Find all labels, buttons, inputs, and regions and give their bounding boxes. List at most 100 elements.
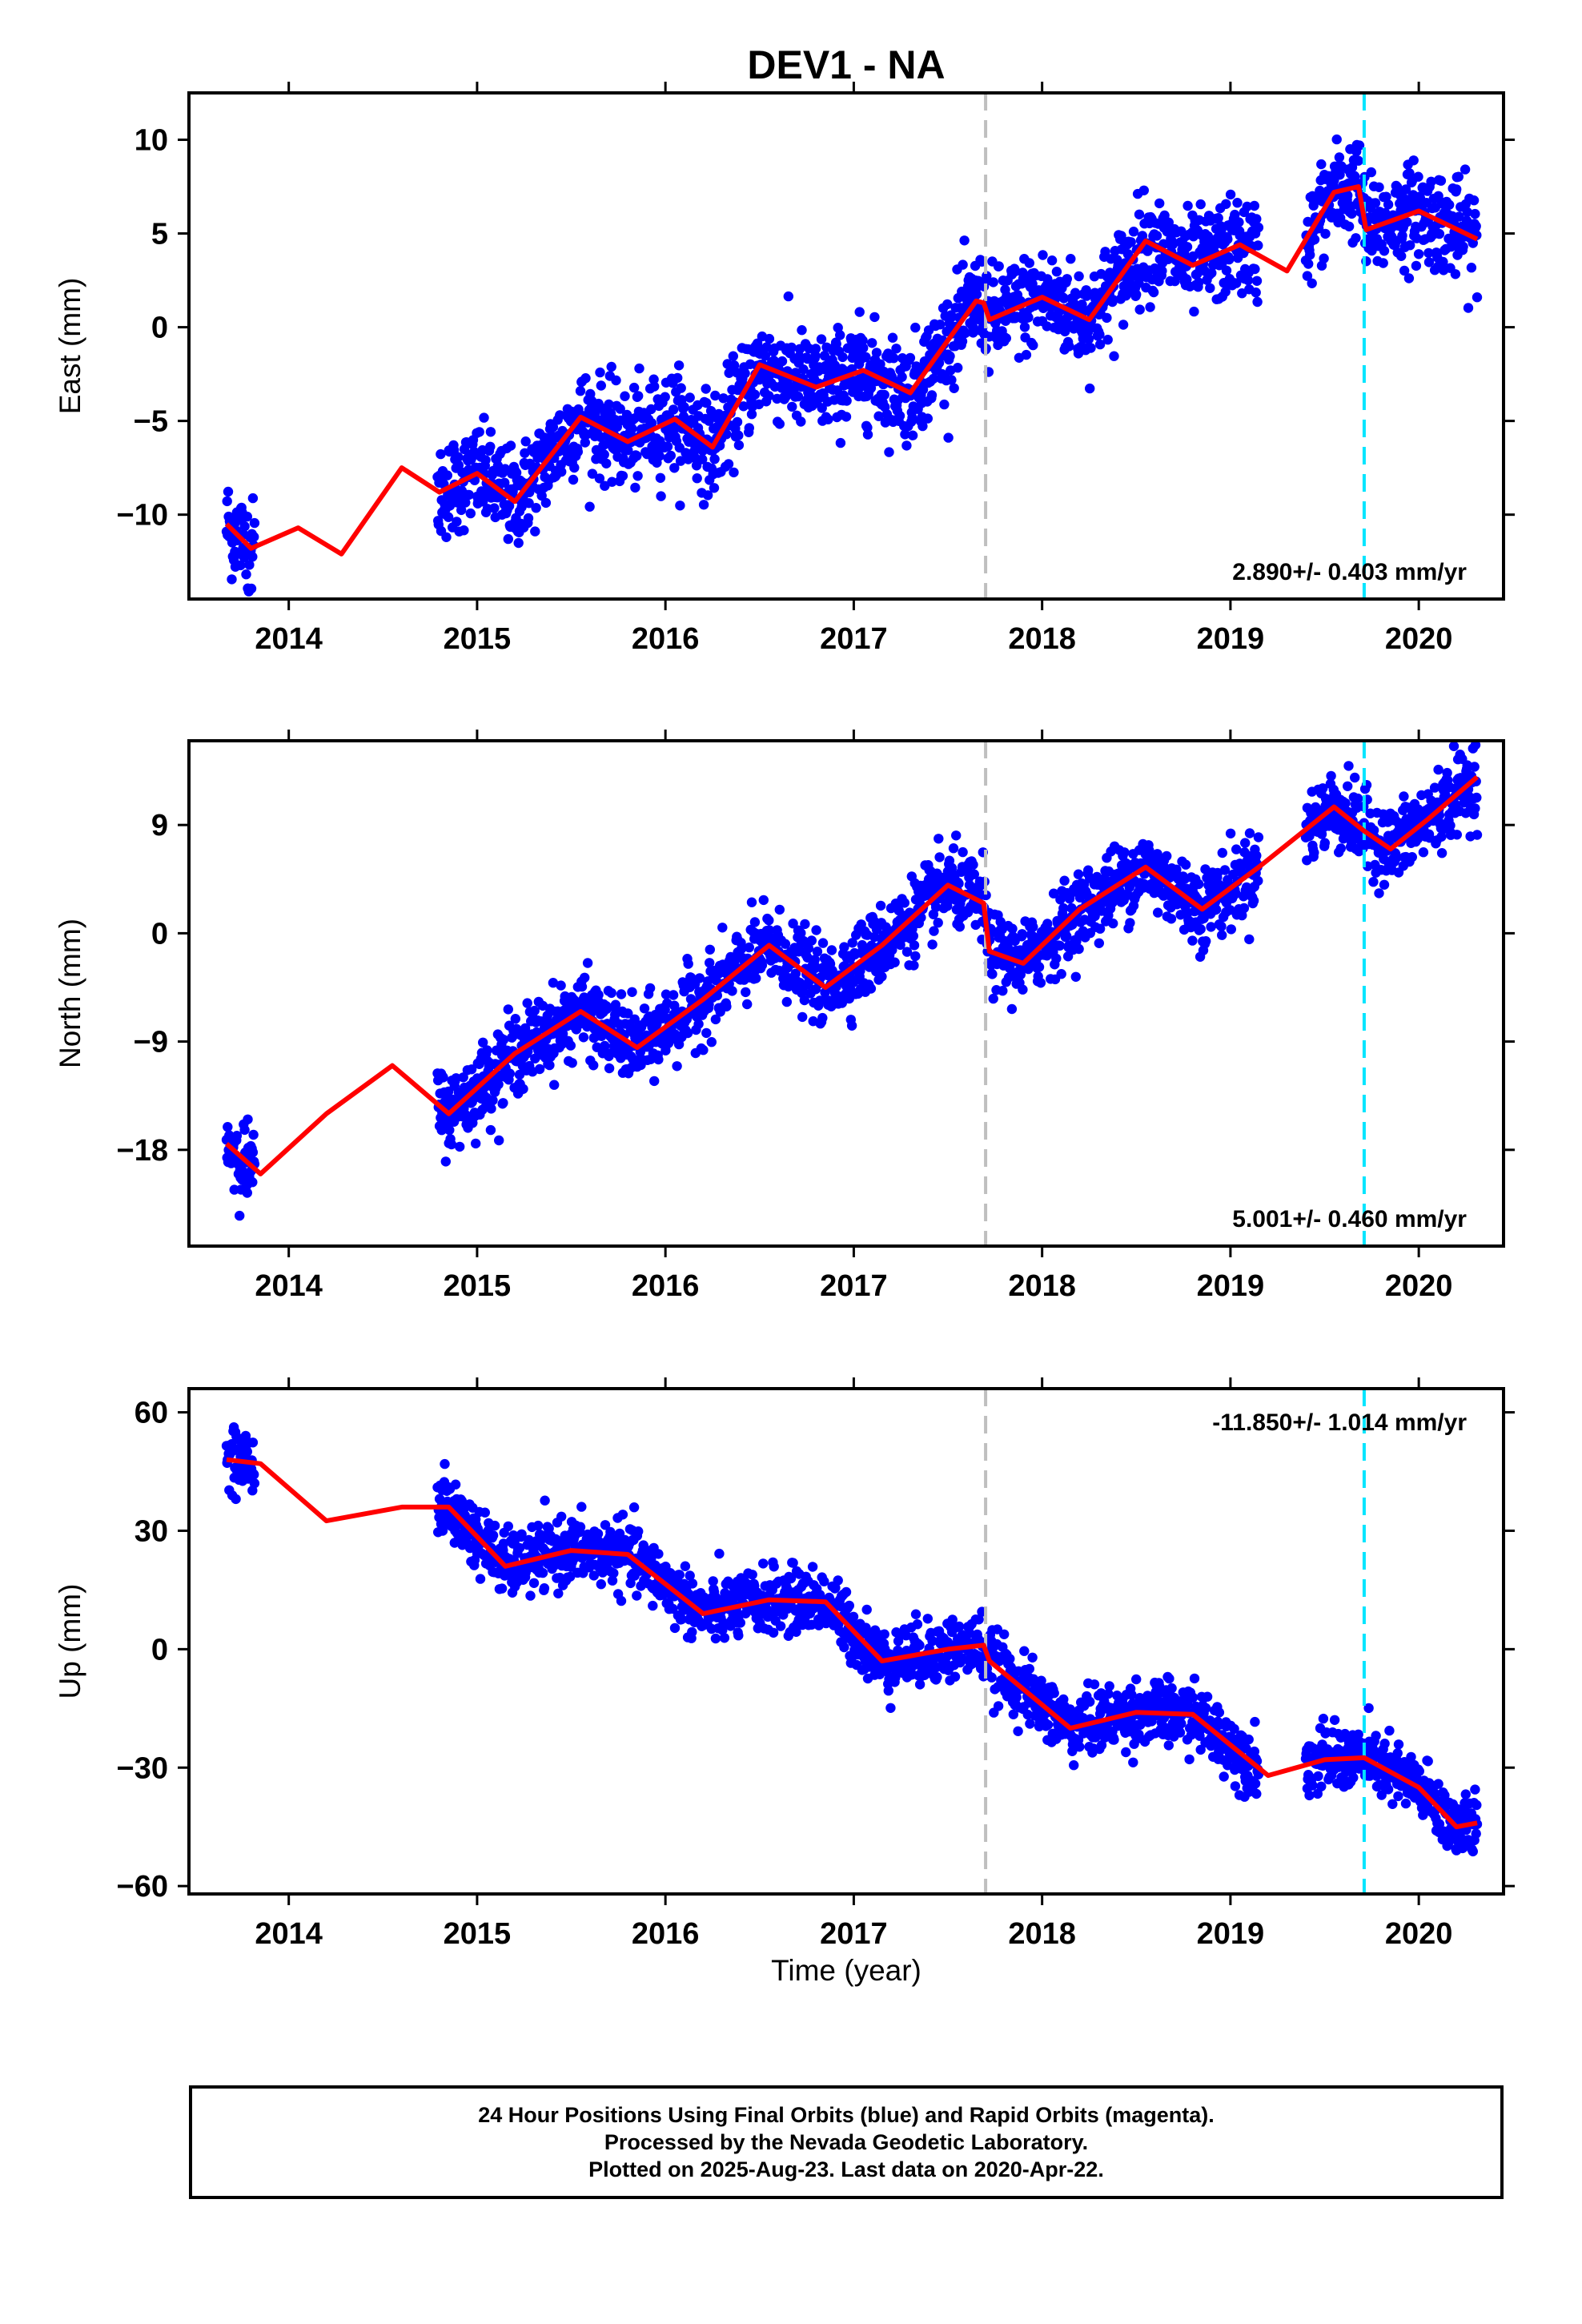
data-point xyxy=(757,960,768,971)
data-point xyxy=(933,918,943,928)
data-point xyxy=(1170,275,1180,287)
data-point xyxy=(553,1588,564,1599)
data-point xyxy=(654,451,665,461)
data-point xyxy=(522,998,532,1008)
data-point xyxy=(816,334,827,344)
data-point xyxy=(749,389,761,400)
data-point xyxy=(803,943,814,954)
data-point xyxy=(247,493,259,504)
data-point xyxy=(862,429,873,440)
data-point xyxy=(565,1040,576,1051)
data-point xyxy=(1074,271,1084,282)
data-point xyxy=(247,1177,258,1188)
data-points xyxy=(221,1422,1483,1857)
data-point xyxy=(719,1633,730,1643)
data-point xyxy=(709,483,720,493)
data-point xyxy=(1253,240,1263,251)
data-point xyxy=(835,330,845,340)
data-point xyxy=(910,951,921,962)
data-point xyxy=(623,1008,633,1019)
data-point xyxy=(1231,278,1242,288)
data-point xyxy=(243,1114,253,1125)
data-point xyxy=(500,477,510,488)
data-point xyxy=(846,1020,857,1031)
data-point xyxy=(1180,859,1191,870)
data-point xyxy=(833,1575,843,1586)
data-point xyxy=(865,383,877,393)
data-point xyxy=(677,1614,687,1625)
data-point xyxy=(969,869,980,879)
data-point xyxy=(910,322,921,333)
data-point xyxy=(466,1064,477,1075)
data-point xyxy=(1070,971,1082,983)
data-point xyxy=(1128,227,1139,237)
data-point xyxy=(596,1579,606,1590)
data-point xyxy=(580,972,590,983)
data-point xyxy=(1102,312,1112,324)
data-point xyxy=(556,1511,567,1522)
data-point xyxy=(648,1600,658,1611)
data-point xyxy=(742,999,753,1010)
data-point xyxy=(1223,234,1233,244)
data-point xyxy=(998,986,1008,996)
data-point xyxy=(1205,283,1215,293)
data-point xyxy=(787,401,797,412)
data-point xyxy=(710,1014,721,1025)
data-point xyxy=(1059,875,1070,886)
data-point xyxy=(714,1548,725,1559)
x-tick-label: 2014 xyxy=(255,1269,323,1303)
data-point xyxy=(806,935,817,946)
data-point xyxy=(446,1139,457,1150)
data-point xyxy=(600,1040,610,1051)
data-point xyxy=(855,966,865,976)
data-point xyxy=(1028,340,1038,351)
data-point xyxy=(780,939,791,949)
data-point xyxy=(891,344,901,354)
data-point xyxy=(532,1027,542,1038)
data-point xyxy=(679,402,689,412)
data-point xyxy=(1051,267,1062,277)
data-point xyxy=(1354,140,1365,151)
data-point xyxy=(1048,888,1059,899)
data-point xyxy=(576,1502,587,1512)
data-point xyxy=(717,923,728,933)
data-point xyxy=(943,432,954,443)
data-point xyxy=(673,372,683,384)
data-point xyxy=(531,503,541,513)
y-tick-label: 5 xyxy=(151,218,168,251)
data-point xyxy=(971,289,982,300)
data-point xyxy=(1402,217,1412,227)
data-point xyxy=(728,351,738,361)
data-point xyxy=(1469,762,1480,772)
data-point xyxy=(632,451,642,461)
data-point xyxy=(946,312,958,322)
data-point xyxy=(1470,741,1481,750)
data-point xyxy=(723,459,734,469)
data-point xyxy=(1157,266,1167,276)
data-point xyxy=(988,993,998,1004)
data-point xyxy=(1404,168,1415,179)
x-tick-label: 2017 xyxy=(820,622,888,656)
data-point xyxy=(894,411,905,421)
data-point xyxy=(1251,287,1261,298)
data-point xyxy=(1221,265,1232,275)
data-point xyxy=(746,409,757,420)
data-point xyxy=(633,1526,644,1537)
y-tick-label: −10 xyxy=(117,499,168,533)
data-point xyxy=(1302,271,1313,281)
data-point xyxy=(520,448,530,458)
data-point xyxy=(644,983,656,994)
data-point xyxy=(797,1011,808,1023)
data-point xyxy=(1320,228,1331,239)
data-point xyxy=(440,1458,450,1470)
data-point xyxy=(568,474,579,485)
data-point xyxy=(1343,761,1354,771)
data-point xyxy=(1094,923,1106,934)
data-point xyxy=(746,897,757,907)
data-point xyxy=(708,1576,718,1586)
data-point xyxy=(653,1549,664,1559)
data-point xyxy=(248,1129,259,1140)
data-point xyxy=(1462,207,1472,217)
data-point xyxy=(1162,850,1172,862)
data-point xyxy=(709,454,720,464)
